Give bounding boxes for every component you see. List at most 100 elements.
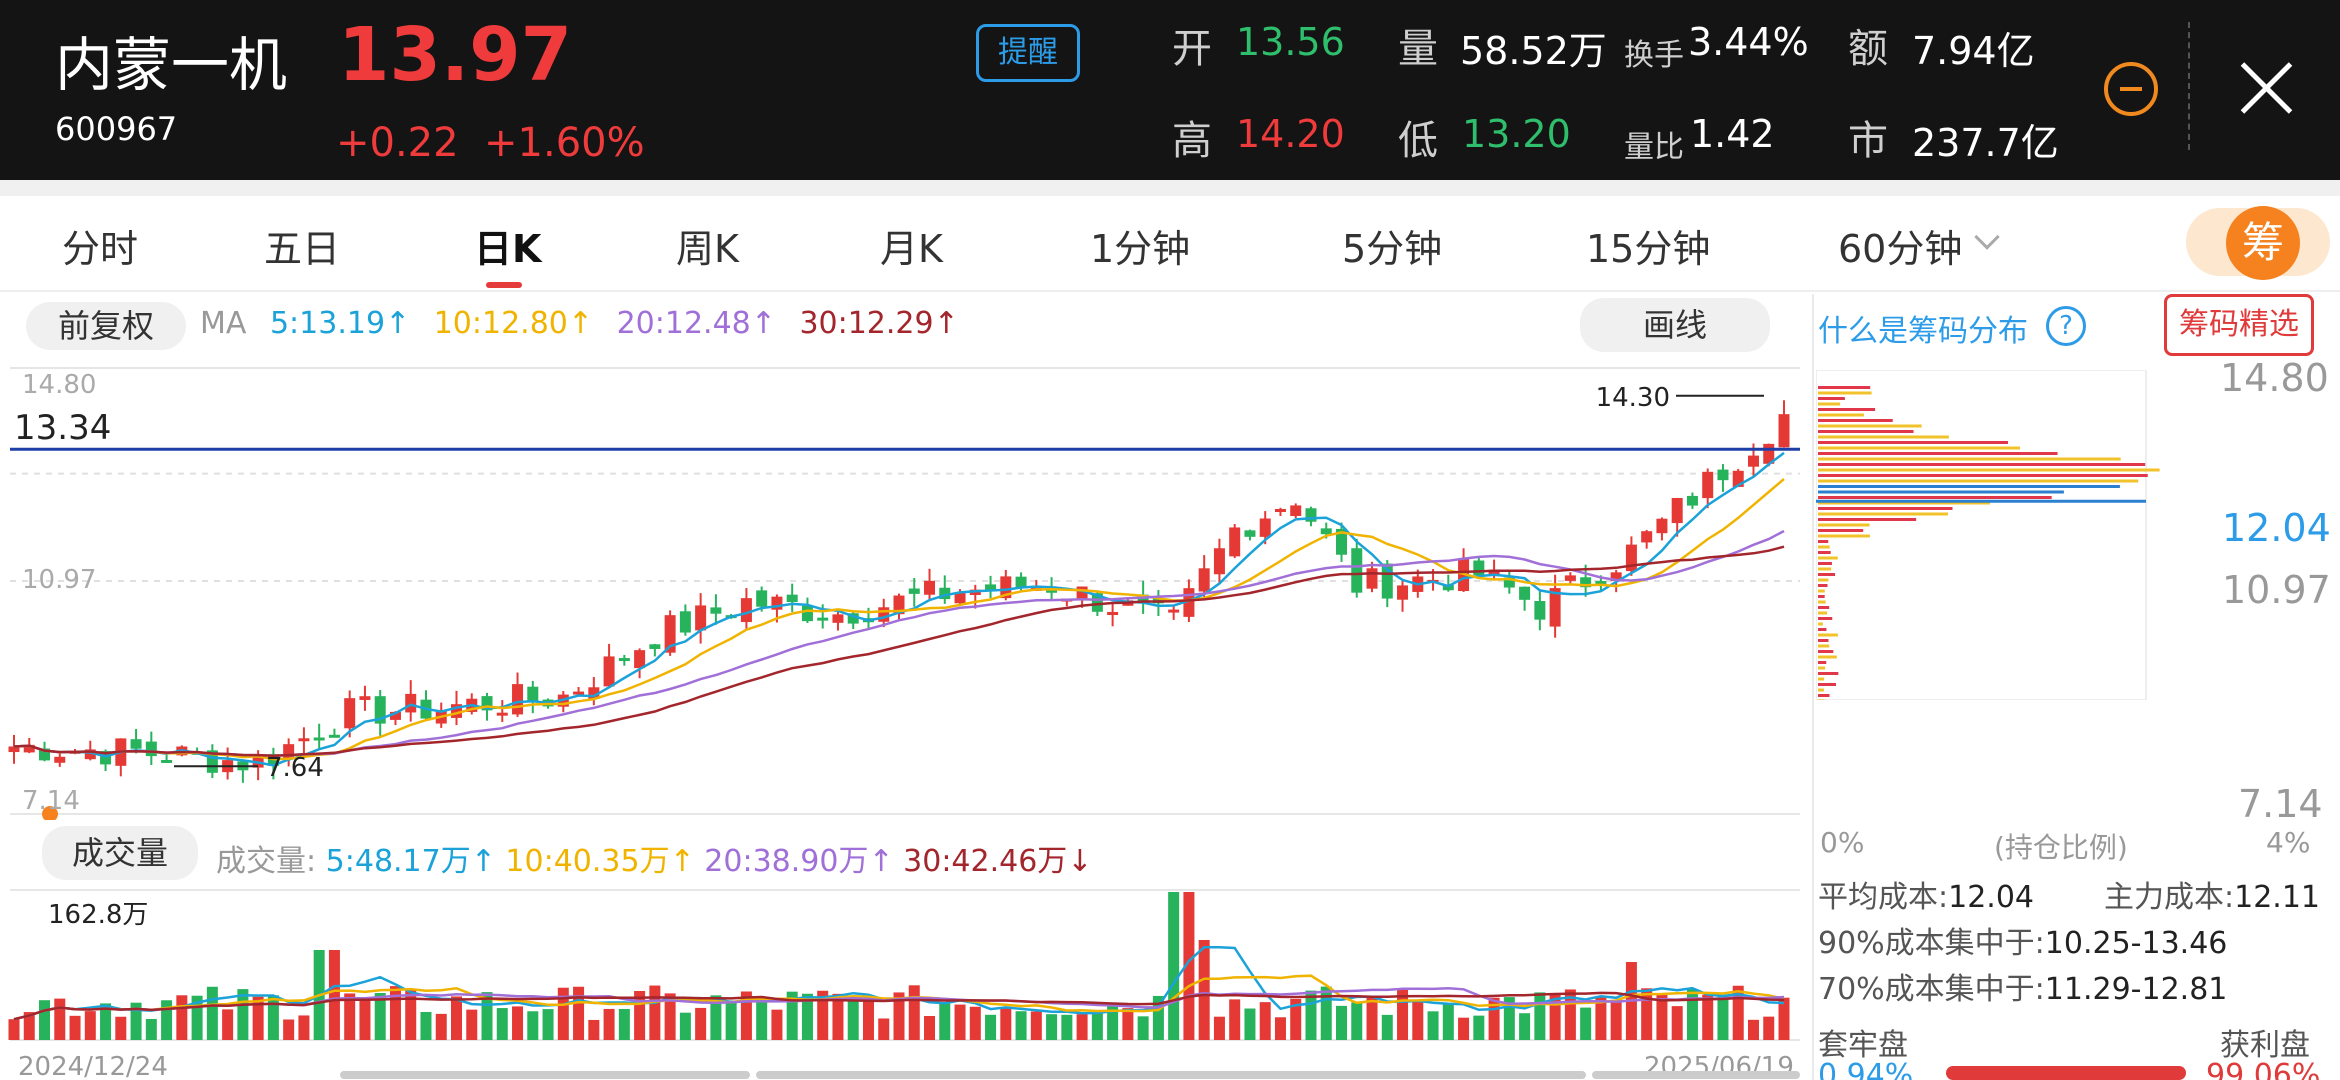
chip-bar	[1818, 540, 1828, 543]
tab-weekly-k[interactable]: 周K	[676, 218, 739, 273]
chip-bar	[1818, 529, 1863, 532]
candle-body	[634, 650, 645, 668]
volume-bar	[1443, 1003, 1454, 1040]
vol-ma5-value: 5:48.17万↑	[326, 844, 496, 879]
candle-body	[878, 607, 889, 621]
close-icon[interactable]	[2236, 58, 2296, 118]
volume-bar	[1061, 1015, 1072, 1040]
tab-60min[interactable]: 60分钟	[1838, 218, 1962, 273]
chip-bar	[1818, 678, 1824, 681]
chip-select-button[interactable]: 筹码精选	[2164, 294, 2314, 356]
ma10-value: 10:12.80↑	[434, 306, 593, 341]
candle-body	[344, 698, 355, 728]
stock-name: 内蒙一机	[55, 18, 287, 102]
chip-bar	[1818, 595, 1825, 598]
chip-y-bottom: 7.14	[2238, 782, 2323, 826]
chip-bar	[1818, 447, 2020, 450]
candle-body	[1321, 528, 1332, 534]
volume-bar	[848, 996, 859, 1040]
chip-bar	[1818, 480, 2138, 483]
trapped-value: 0.94%	[1818, 1058, 1913, 1080]
chart-scrollbar[interactable]	[340, 1071, 1800, 1079]
volume-bar	[70, 1016, 81, 1040]
header-divider	[2188, 22, 2190, 150]
volume-bar	[970, 1007, 981, 1040]
tab-daily-k[interactable]: 日K	[474, 218, 541, 273]
tab-5min[interactable]: 5分钟	[1342, 218, 1442, 273]
candle-body	[1717, 470, 1728, 481]
volume-bar	[1031, 1012, 1042, 1040]
volume-bar	[222, 1009, 233, 1040]
volume-bar	[1351, 1002, 1362, 1040]
chip-bar	[1818, 507, 1952, 510]
candle-body	[741, 598, 752, 622]
volume-bar	[1077, 1014, 1088, 1040]
volume-bar	[54, 999, 65, 1040]
candle-body	[1702, 472, 1713, 498]
vol-ma20-value: 20:38.90万↑	[704, 844, 893, 879]
volume-bar	[695, 1008, 706, 1040]
turnover-label: 换手	[1624, 30, 1684, 74]
chip-bar	[1818, 469, 2160, 472]
volume-bar	[1534, 992, 1545, 1040]
volume-bar	[1229, 999, 1240, 1040]
candle-body	[405, 694, 416, 713]
candle-body	[1656, 519, 1667, 533]
candle-body	[1290, 505, 1301, 516]
candle-body	[1229, 527, 1240, 556]
remove-watchlist-icon[interactable]	[2104, 62, 2158, 116]
tab-15min[interactable]: 15分钟	[1586, 218, 1710, 273]
volume-bar	[1428, 1011, 1439, 1040]
candle-body	[1260, 518, 1271, 536]
vol-ratio-label: 量比	[1624, 122, 1684, 166]
chip-toggle-knob[interactable]: 筹	[2226, 206, 2300, 280]
max-marker-label: 14.30	[1596, 383, 1670, 413]
min-marker-label: 7.64	[266, 753, 324, 783]
chevron-down-icon[interactable]	[1974, 224, 1999, 249]
volume-indicator-button[interactable]: 成交量	[42, 826, 198, 880]
chip-bar	[1818, 628, 1826, 631]
candle-body	[1473, 560, 1484, 575]
candle-body	[359, 696, 370, 700]
chip-bar	[1818, 568, 1831, 571]
help-icon[interactable]: ?	[2046, 306, 2086, 346]
volume-bar	[1016, 1011, 1027, 1040]
volume-bar	[39, 1000, 50, 1040]
candle-body	[649, 644, 660, 649]
adjust-mode-button[interactable]: 前复权	[26, 302, 186, 350]
candle-body	[1275, 509, 1286, 512]
chip-bar	[1818, 414, 1864, 417]
candle-body	[1168, 610, 1179, 613]
draw-line-button[interactable]: 画线	[1580, 298, 1770, 352]
volume-bar	[1000, 1007, 1011, 1040]
candle-body	[1565, 575, 1576, 581]
volume-bar	[771, 1010, 782, 1040]
volume-bar	[1199, 940, 1210, 1040]
tab-1min[interactable]: 1分钟	[1090, 218, 1190, 273]
what-is-chip-link[interactable]: 什么是筹码分布	[1818, 306, 2028, 350]
cost-70: 70%成本集中于:11.29-12.81	[1818, 964, 2227, 1008]
chip-bar	[1818, 562, 1832, 565]
volume-bar	[1367, 998, 1378, 1040]
remind-button[interactable]: 提醒	[976, 24, 1080, 82]
chip-bar	[1818, 645, 1829, 648]
pct-left: 0%	[1820, 826, 1864, 859]
candle-body	[314, 738, 325, 741]
volume-bar	[878, 1018, 889, 1040]
candle-body	[1244, 530, 1255, 536]
volume-bar	[680, 1013, 691, 1040]
tab-monthly-k[interactable]: 月K	[880, 218, 943, 273]
chip-bar	[1818, 639, 1829, 642]
volume-bar	[604, 1009, 615, 1040]
volume-bar	[1748, 1020, 1759, 1040]
kline-chart[interactable]: 14.30 7.64	[0, 350, 1810, 820]
profit-value: 99.06%	[2206, 1058, 2320, 1080]
tab-timeshare[interactable]: 分时	[62, 218, 138, 273]
volume-chart[interactable]	[0, 880, 1810, 1080]
volume-bar	[939, 1004, 950, 1040]
candle-body	[497, 713, 508, 716]
date-start: 2024/12/24	[18, 1052, 168, 1080]
volume-bar	[527, 1011, 538, 1040]
tab-five-day[interactable]: 五日	[264, 218, 340, 273]
volume-bar	[115, 1017, 126, 1040]
